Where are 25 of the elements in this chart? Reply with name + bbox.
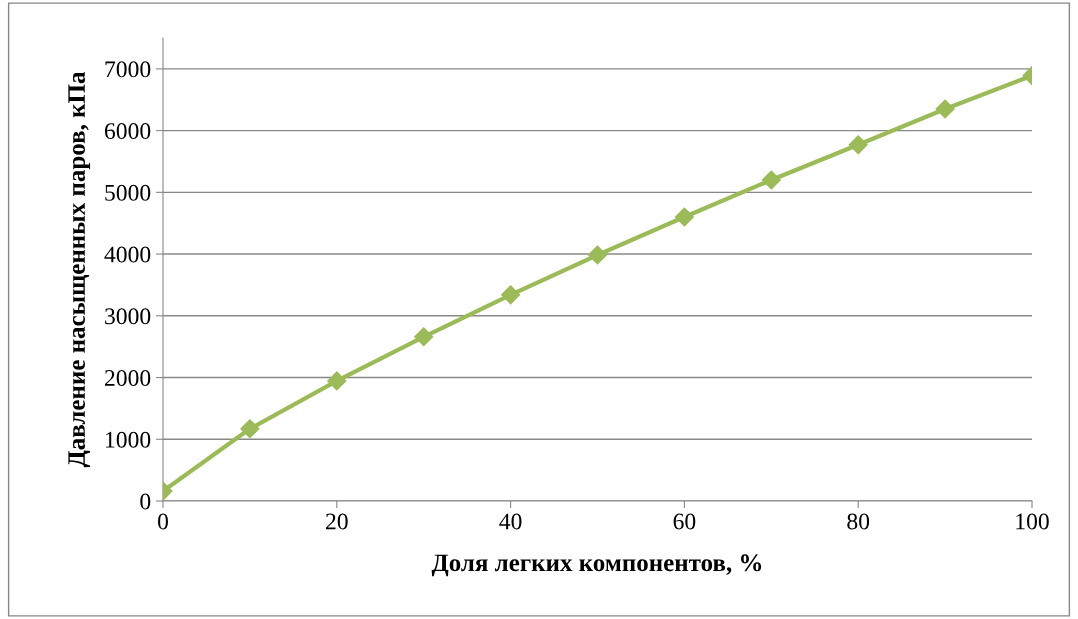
- point: [674, 207, 694, 227]
- y-tick-label: 7000: [105, 61, 151, 78]
- x-tick-label: 40: [499, 513, 522, 530]
- y-tick-label: 3000: [105, 308, 151, 325]
- x-tick-label: 20: [326, 513, 348, 530]
- x-tick-label: 60: [673, 513, 696, 530]
- point: [414, 327, 434, 347]
- point: [848, 135, 868, 155]
- y-tick-label: 1000: [106, 431, 151, 448]
- point: [327, 371, 347, 391]
- point: [935, 99, 955, 119]
- point: [761, 170, 781, 190]
- y-tick-label: 2000: [105, 370, 151, 386]
- y-tick-label: 4000: [104, 246, 151, 263]
- x-tick-label: 0: [158, 513, 168, 530]
- point: [240, 419, 260, 439]
- y-tick-label: 6000: [104, 123, 151, 140]
- y-axis-title: Давление насыщенных паров, кПа: [68, 71, 91, 468]
- x-tick-label: 80: [847, 513, 870, 530]
- y-tick-label: 0: [140, 493, 151, 510]
- x-axis-title: Доля легких компонентов, %: [431, 554, 762, 577]
- y-tick-label: 5000: [105, 184, 151, 201]
- point: [587, 245, 608, 265]
- x-tick-label: 100: [1016, 513, 1049, 530]
- point: [501, 285, 521, 305]
